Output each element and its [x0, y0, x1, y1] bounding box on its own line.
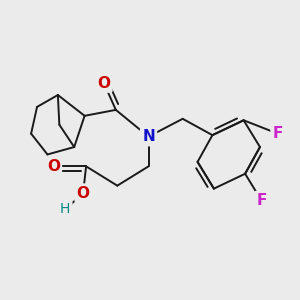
Text: O: O	[76, 186, 90, 201]
Text: O: O	[98, 76, 110, 91]
Text: F: F	[256, 193, 267, 208]
Text: O: O	[47, 159, 60, 174]
Text: H: H	[60, 202, 70, 216]
Text: H: H	[60, 202, 70, 216]
Text: F: F	[273, 126, 283, 141]
Text: N: N	[142, 129, 155, 144]
